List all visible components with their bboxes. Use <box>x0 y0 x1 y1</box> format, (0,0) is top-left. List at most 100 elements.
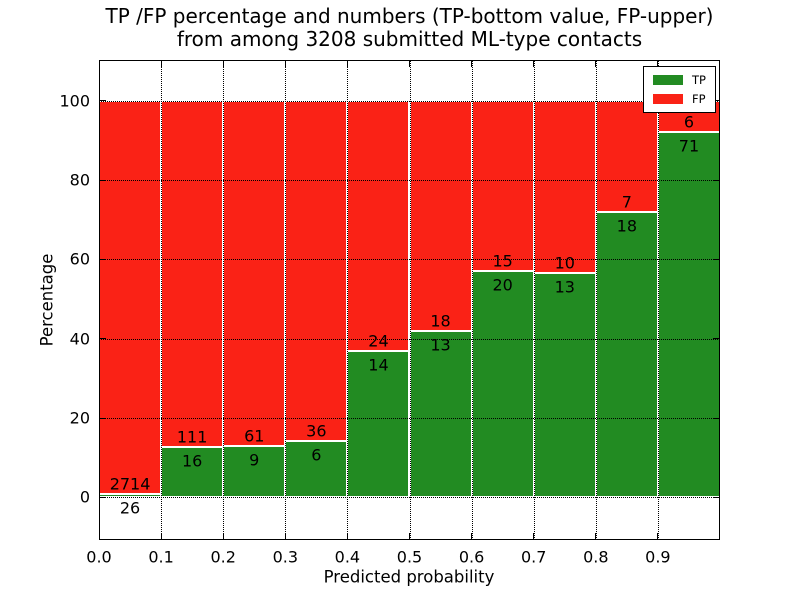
x-tick-top <box>657 60 659 67</box>
plot-area: TP FP 2714 26 111 16 61 9 36 6 24 14 18 13 15 20 10 13 7… <box>59 60 720 567</box>
x-tick-label: 0.6 <box>458 547 485 567</box>
y-tick-right <box>713 417 720 419</box>
y-tick-left <box>99 100 106 102</box>
y-tick-left <box>99 417 106 419</box>
x-tick-top <box>222 60 224 67</box>
tp-count-label: 13 <box>554 277 575 297</box>
legend-entry-tp: TP <box>653 74 706 86</box>
gridline-vertical <box>471 60 473 540</box>
y-tick-label: 40 <box>69 329 90 349</box>
x-tick-label: 0.2 <box>210 547 236 567</box>
gridline-vertical <box>161 60 163 540</box>
y-tick-right <box>713 179 720 181</box>
tp-count-label: 13 <box>430 335 451 355</box>
chart-title: TP /FP percentage and numbers (TP-bottom… <box>99 5 720 51</box>
x-tick-bottom <box>471 533 473 540</box>
tp-count-label: 20 <box>492 275 513 295</box>
x-tick-top <box>409 60 410 67</box>
x-axis-label: Predicted probability <box>323 567 495 587</box>
x-tick-top <box>284 60 286 67</box>
fp-count-label: 24 <box>368 331 389 351</box>
bar-segment-fp <box>471 100 534 271</box>
gridline-vertical <box>533 60 535 540</box>
fp-count-label: 2714 <box>109 474 151 494</box>
x-tick-label: 0.7 <box>520 547 547 567</box>
bar-segment-tp <box>161 447 224 498</box>
gridline-vertical <box>409 60 411 540</box>
x-tick-label: 0.0 <box>86 547 112 567</box>
tp-count-label: 9 <box>249 450 260 470</box>
x-tick-label: 0.4 <box>334 547 361 567</box>
x-tick-label: 0.8 <box>583 547 609 567</box>
bar-segment-fp <box>409 100 472 331</box>
x-tick-bottom <box>533 533 535 540</box>
fp-count-label: 7 <box>621 192 632 212</box>
fp-legend-label: FP <box>692 92 706 106</box>
tp-count-label: 16 <box>181 451 203 471</box>
tp-count-label: 18 <box>616 216 638 236</box>
x-tick-bottom <box>98 533 100 540</box>
fp-count-label: 18 <box>430 311 451 331</box>
fp-count-label: 61 <box>244 426 265 446</box>
x-tick-label: 0.9 <box>645 547 671 567</box>
bar-segment-fp <box>99 100 162 494</box>
y-tick-label: 0 <box>79 487 90 507</box>
x-tick-label: 0.3 <box>272 547 299 567</box>
tp-count-label: 14 <box>368 355 389 375</box>
bar-segment-fp <box>161 100 224 448</box>
y-tick-left <box>99 258 106 260</box>
chart-title-line-2: from among 3208 submitted ML-type contac… <box>176 27 643 51</box>
bar-segment-tp <box>223 446 286 498</box>
x-tick-top <box>346 60 348 67</box>
x-tick-top <box>595 60 597 67</box>
gridline-vertical <box>595 60 597 540</box>
y-tick-label: 80 <box>69 170 90 190</box>
x-tick-top <box>160 60 162 67</box>
fp-count-label: 10 <box>554 253 575 273</box>
bar-segment-tp <box>409 330 472 498</box>
x-tick-top <box>471 60 473 67</box>
tp-legend-swatch <box>653 75 684 85</box>
tp-count-label: 6 <box>311 445 322 465</box>
y-tick-right <box>713 496 720 498</box>
x-tick-bottom <box>346 533 348 540</box>
gridline-vertical <box>347 60 349 540</box>
fp-count-label: 36 <box>306 421 327 441</box>
x-tick-bottom <box>160 533 162 540</box>
legend: TP FP <box>643 66 716 113</box>
x-tick-label: 0.1 <box>148 547 174 567</box>
x-tick-bottom <box>284 533 286 540</box>
y-tick-left <box>99 496 106 498</box>
x-tick-label: 0.5 <box>396 547 423 567</box>
x-tick-top <box>533 60 535 67</box>
bar-segment-fp <box>347 100 410 352</box>
y-tick-label: 60 <box>69 249 90 269</box>
bar-segment-fp <box>223 100 286 447</box>
bar-segment-tp <box>285 440 348 498</box>
chart-title-line-1: TP /FP percentage and numbers (TP-bottom… <box>105 4 714 28</box>
x-tick-top <box>98 60 100 67</box>
legend-entry-fp: FP <box>653 93 706 105</box>
bar-segment-tp <box>533 273 596 498</box>
bar-segment-fp <box>285 100 348 441</box>
gridline-vertical <box>223 60 225 540</box>
y-tick-right <box>713 258 720 260</box>
bar-segment-tp <box>657 131 720 498</box>
x-tick-bottom <box>222 533 224 540</box>
y-tick-right <box>713 338 720 340</box>
tp-count-label: 26 <box>119 498 141 518</box>
y-tick-left <box>99 179 106 181</box>
tp-count-label: 71 <box>678 136 700 156</box>
y-tick-label: 100 <box>59 91 90 111</box>
bar-segment-tp <box>595 211 658 498</box>
y-tick-right <box>713 100 720 102</box>
bar-segment-fp <box>533 100 596 274</box>
fp-count-label: 15 <box>492 251 513 271</box>
y-tick-left <box>99 338 106 340</box>
x-tick-bottom <box>409 533 410 540</box>
gridline-vertical <box>657 60 659 540</box>
bar-segment-tp <box>471 270 534 498</box>
gridline-vertical <box>285 60 287 540</box>
y-tick-label: 20 <box>69 408 90 428</box>
